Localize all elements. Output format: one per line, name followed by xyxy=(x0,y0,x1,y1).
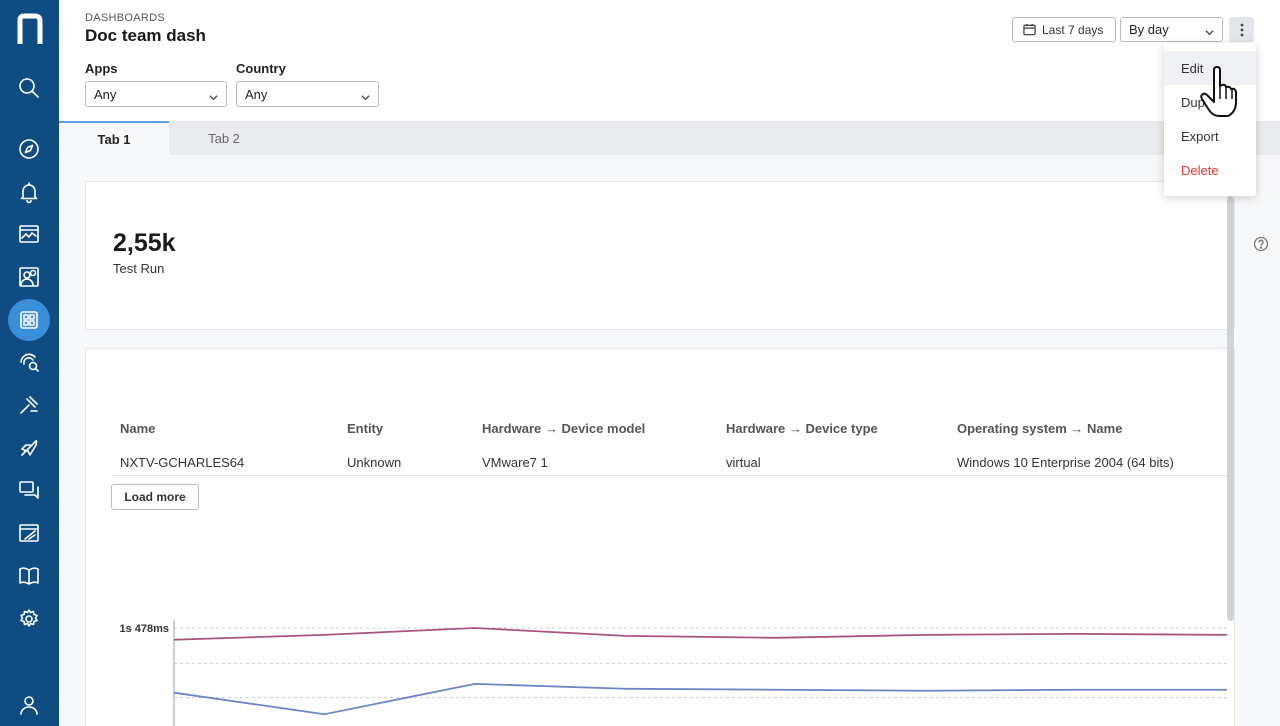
apps-filter-select[interactable]: Any xyxy=(85,81,227,107)
column-header-device-model[interactable]: Hardware → Device model xyxy=(482,421,646,436)
page-title: Doc team dash xyxy=(85,26,206,45)
cell-os-name: Windows 10 Enterprise 2004 (64 bits) xyxy=(957,455,1174,470)
column-header-os-name[interactable]: Operating system → Name xyxy=(957,421,1123,436)
chat-icon[interactable] xyxy=(8,469,50,511)
cell-device-type: virtual xyxy=(726,455,761,470)
country-filter-value: Any xyxy=(245,87,268,102)
apps-filter-label: Apps xyxy=(85,61,118,76)
menu-item-delete[interactable]: Delete xyxy=(1181,162,1219,178)
tab-2[interactable]: Tab 2 xyxy=(208,130,240,146)
column-header-entity[interactable]: Entity xyxy=(347,421,384,436)
fingerprint-search-icon[interactable] xyxy=(8,341,50,383)
line-chart: 1s 478ms xyxy=(119,620,1227,726)
tab-bar: Tab 1 Tab 2 xyxy=(59,121,1280,155)
load-more-button[interactable]: Load more xyxy=(111,484,199,510)
options-menu: Edit Duplicate Export Delete xyxy=(1164,43,1256,196)
app-logo[interactable] xyxy=(15,12,45,46)
calendar-icon xyxy=(1023,23,1036,36)
series-line-1 xyxy=(173,627,1227,641)
menu-item-export[interactable]: Export xyxy=(1181,128,1219,144)
kpi-card: 2,55k Test Run xyxy=(85,181,1235,330)
row-divider xyxy=(111,475,1231,476)
chevron-down-icon xyxy=(209,90,218,101)
granularity-select[interactable]: By day xyxy=(1120,17,1223,42)
country-filter-label: Country xyxy=(236,61,286,76)
series-line-2 xyxy=(173,682,1227,716)
y-tick-label: 1s 478ms xyxy=(119,623,169,635)
granularity-value: By day xyxy=(1129,22,1169,37)
compass-icon[interactable] xyxy=(8,128,50,170)
date-range-button[interactable]: Last 7 days xyxy=(1012,17,1116,42)
breadcrumb[interactable]: DASHBOARDS xyxy=(85,12,166,24)
user-profile-icon[interactable] xyxy=(8,684,50,726)
apps-filter-value: Any xyxy=(94,87,117,102)
menu-item-edit[interactable]: Edit xyxy=(1164,51,1256,85)
bell-icon[interactable] xyxy=(8,171,50,213)
vertical-dots-icon xyxy=(1240,23,1243,36)
cell-entity: Unknown xyxy=(347,455,402,470)
search-icon[interactable] xyxy=(8,67,50,109)
hand-cursor-icon xyxy=(1199,66,1243,118)
date-range-label: Last 7 days xyxy=(1042,22,1104,37)
tab-1[interactable]: Tab 1 xyxy=(59,121,169,155)
chevron-down-icon xyxy=(1205,25,1214,36)
column-header-device-type[interactable]: Hardware → Device type xyxy=(726,421,878,436)
kpi-label: Test Run xyxy=(113,261,165,276)
report-icon[interactable] xyxy=(8,512,50,554)
help-icon[interactable] xyxy=(1253,236,1269,252)
book-icon[interactable] xyxy=(8,555,50,597)
gear-icon[interactable] xyxy=(8,598,50,640)
cell-device-model: VMware7 1 xyxy=(482,455,548,470)
monitor-chart-icon[interactable] xyxy=(8,213,50,255)
vertical-scrollbar[interactable] xyxy=(1227,196,1234,621)
remote-actions-icon[interactable] xyxy=(8,384,50,426)
chevron-down-icon xyxy=(361,90,370,101)
column-header-name[interactable]: Name xyxy=(120,421,156,436)
side-navigation xyxy=(0,0,59,726)
country-filter-select[interactable]: Any xyxy=(236,81,379,107)
rocket-icon[interactable] xyxy=(8,427,50,469)
users-icon[interactable] xyxy=(8,256,50,298)
cell-name: NXTV-GCHARLES64 xyxy=(120,455,245,470)
dashboards-icon[interactable] xyxy=(8,299,50,341)
kpi-value: 2,55k xyxy=(113,229,176,257)
more-options-button[interactable] xyxy=(1229,17,1254,42)
